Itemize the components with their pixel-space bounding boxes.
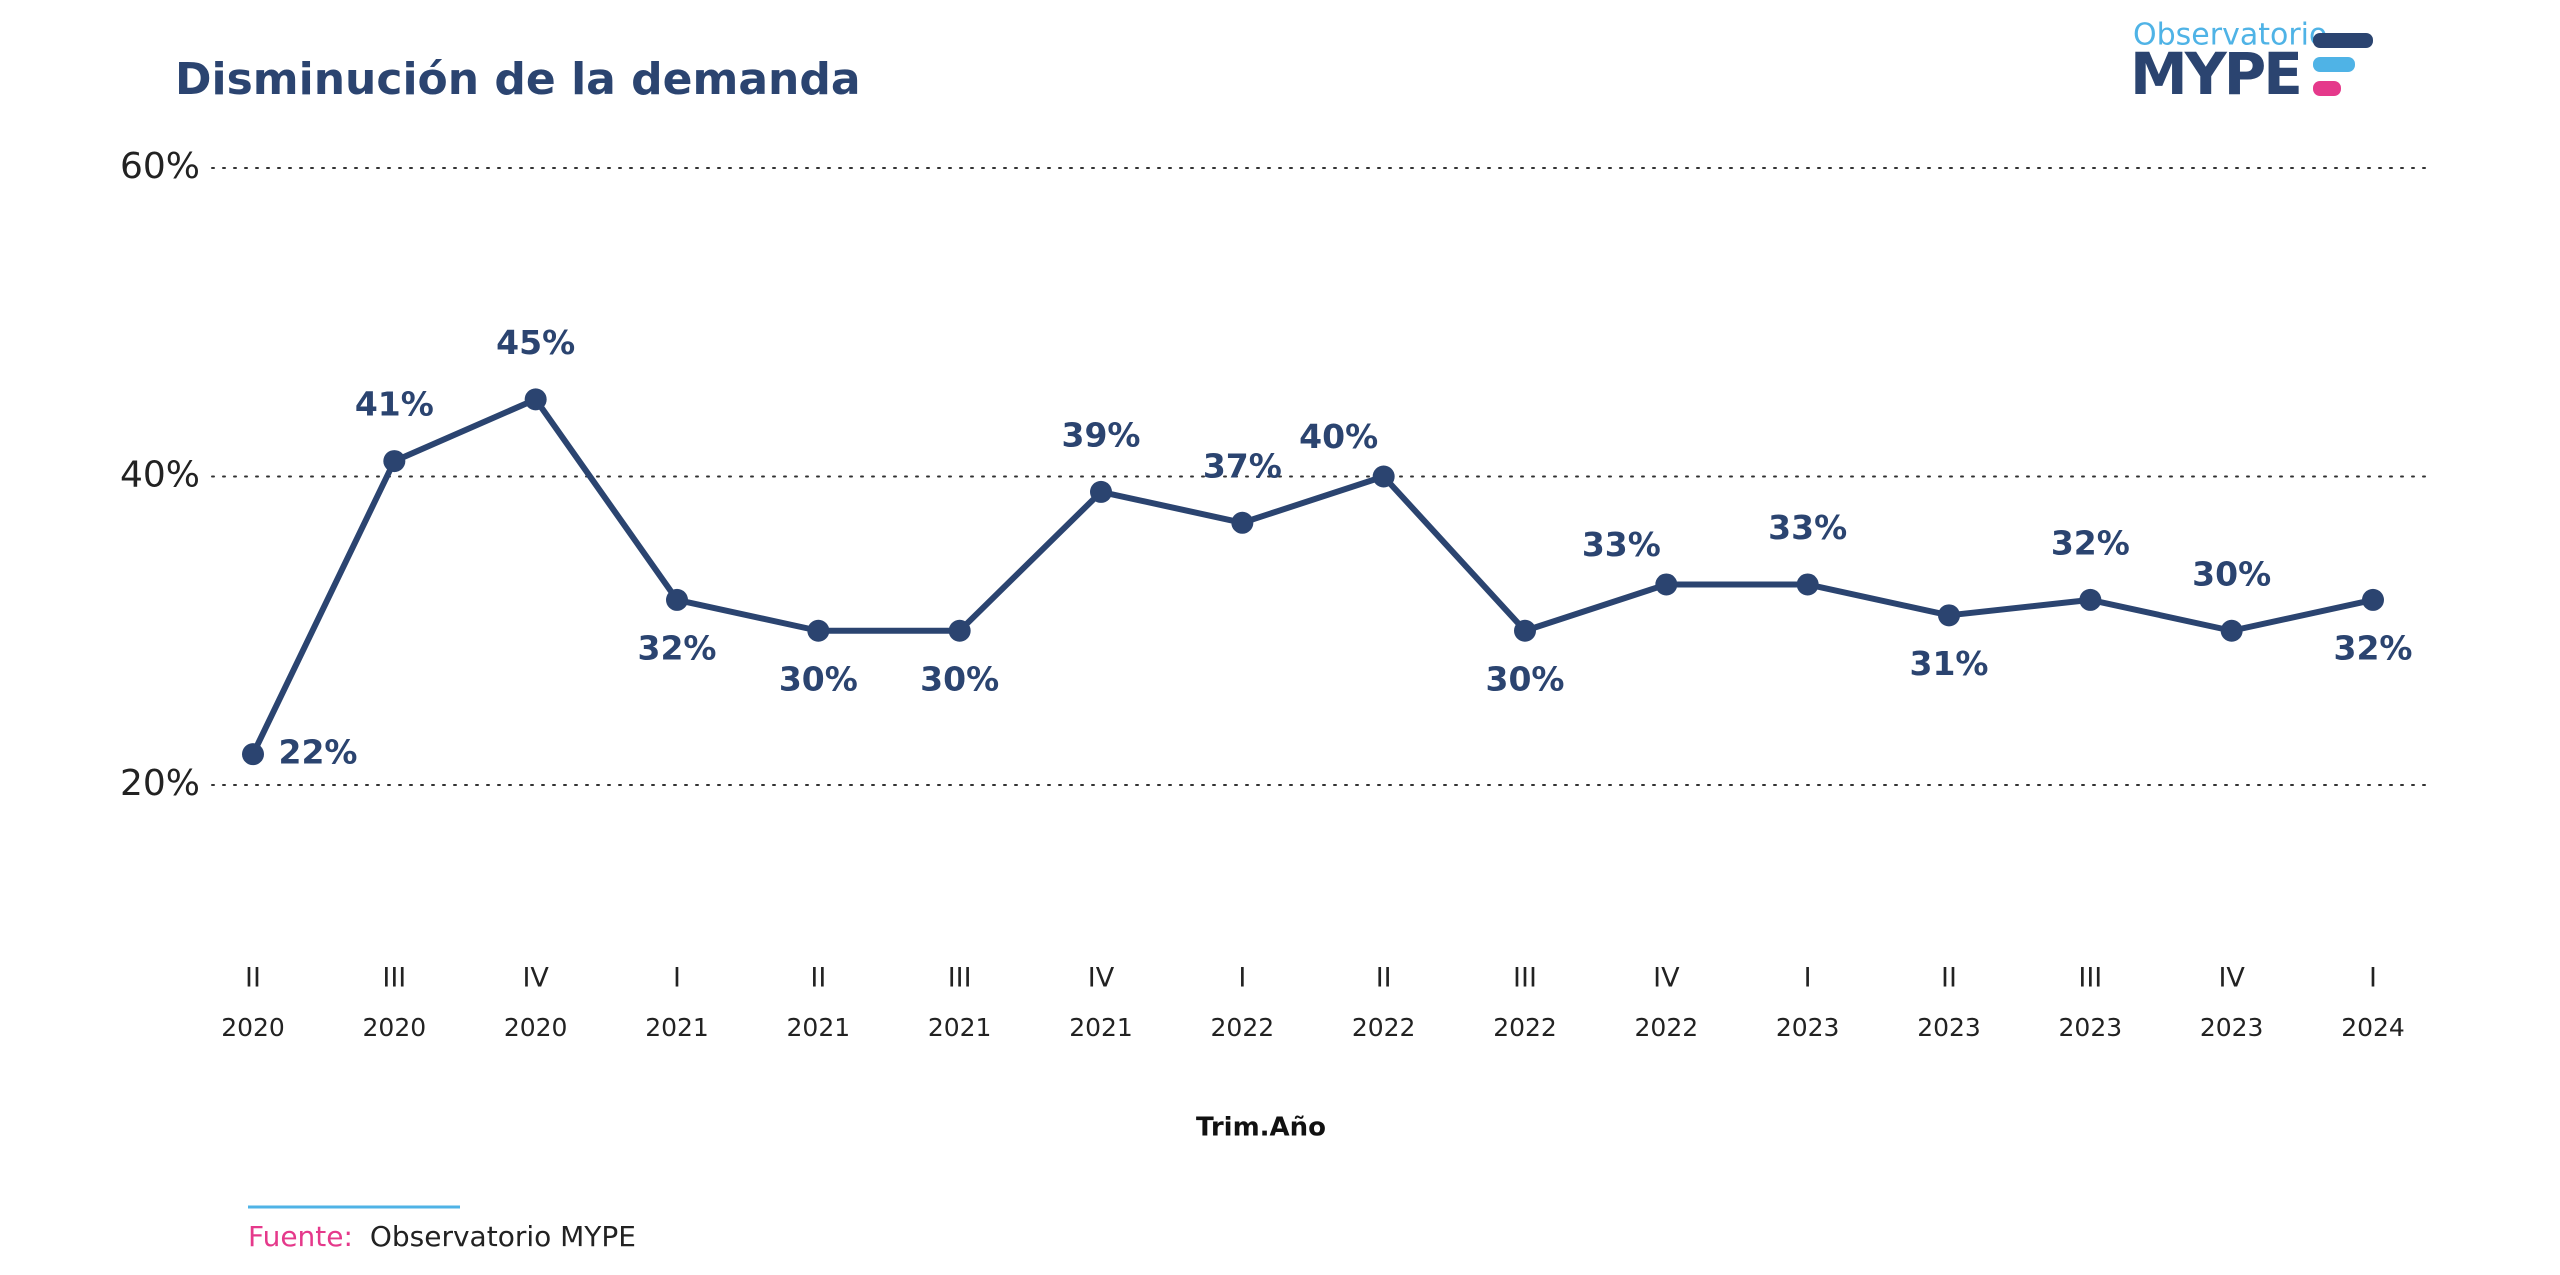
x-tick-label: IV: [522, 963, 549, 994]
data-label: 37%: [1203, 446, 1282, 485]
x-tick-label: III: [948, 963, 972, 994]
source-label: Fuente:: [248, 1220, 353, 1253]
y-tick-label: 40%: [120, 455, 200, 496]
data-point: [2079, 588, 2102, 611]
x-tick-label: 2023: [2200, 1013, 2264, 1042]
data-label: 33%: [1582, 525, 1661, 564]
data-point: [1796, 573, 1819, 596]
x-axis-title: Trim.Año: [1196, 1113, 1326, 1143]
data-point: [1372, 465, 1395, 488]
data-label: 41%: [355, 385, 434, 424]
data-point: [1655, 573, 1678, 596]
data-point: [807, 619, 830, 642]
x-tick-label: 2020: [504, 1013, 568, 1042]
data-point: [1514, 619, 1536, 642]
x-tick-label: 2022: [1493, 1013, 1557, 1042]
x-tick-label: 2022: [1635, 1013, 1699, 1042]
x-tick-label: 2022: [1211, 1013, 1275, 1042]
data-label: 32%: [638, 628, 717, 667]
chart-title: Disminución de la demanda: [175, 54, 861, 105]
source: Fuente: Observatorio MYPE: [248, 1220, 636, 1253]
x-tick-label: IV: [1653, 963, 1680, 994]
data-label: 32%: [2334, 628, 2413, 667]
x-tick-label: IV: [2218, 963, 2245, 994]
x-tick-label: I: [2369, 963, 2377, 994]
x-tick-label: 2020: [221, 1013, 285, 1042]
x-tick-label: 2023: [1776, 1013, 1840, 1042]
x-tick-label: II: [245, 963, 261, 994]
data-point: [948, 619, 971, 642]
data-label: 30%: [1486, 659, 1565, 698]
x-tick-label: 2021: [1069, 1013, 1133, 1042]
x-tick-label: 2023: [1917, 1013, 1981, 1042]
logo-bar: [2313, 81, 2341, 96]
data-label: 39%: [1062, 415, 1141, 454]
x-tick-label: 2020: [363, 1013, 427, 1042]
data-point: [1938, 604, 1960, 627]
logo-top: Observatorio: [2133, 18, 2327, 53]
x-tick-label: 2021: [645, 1013, 709, 1042]
x-tick-label: 2022: [1352, 1013, 1416, 1042]
x-tick-label: II: [1376, 963, 1392, 994]
data-point: [666, 588, 688, 611]
data-label: 32%: [2051, 523, 2130, 562]
data-label: 40%: [1299, 417, 1378, 456]
data-label: 33%: [1768, 508, 1847, 547]
x-tick-label: 2023: [2059, 1013, 2123, 1042]
x-tick-label: III: [1513, 963, 1537, 994]
y-tick-label: 20%: [120, 763, 200, 804]
x-tick-label: III: [382, 963, 406, 994]
x-tick-label: I: [1804, 963, 1812, 994]
data-label: 22%: [279, 733, 358, 772]
data-point: [242, 743, 264, 766]
data-line: [250, 396, 2374, 756]
x-tick-label: II: [810, 963, 826, 994]
logo: Observatorio MYPE: [2130, 18, 2373, 108]
x-tick-label: II: [1941, 963, 1957, 994]
data-label: 45%: [496, 323, 575, 362]
logo-bar: [2313, 57, 2355, 72]
data-label: 30%: [920, 659, 999, 698]
x-tick-label: IV: [1088, 963, 1115, 994]
logo-bar: [2313, 33, 2373, 48]
x-tick-label: III: [2078, 963, 2102, 994]
data-label: 30%: [2192, 554, 2271, 593]
data-point: [2220, 619, 2243, 642]
data-point: [383, 450, 406, 473]
data-label: 31%: [1910, 644, 1989, 683]
source-text: Observatorio MYPE: [370, 1220, 636, 1253]
x-tick-label: I: [673, 963, 681, 994]
y-tick-label: 60%: [120, 146, 200, 187]
data-point: [1231, 511, 1254, 534]
x-tick-label: I: [1238, 963, 1246, 994]
x-tick-label: 2021: [787, 1013, 851, 1042]
logo-main: MYPE: [2130, 40, 2300, 108]
data-point: [1090, 480, 1112, 503]
data-label: 30%: [779, 659, 858, 698]
data-point: [2362, 588, 2384, 611]
data-point: [524, 388, 547, 411]
x-tick-label: 2021: [928, 1013, 992, 1042]
x-tick-label: 2024: [2341, 1013, 2405, 1042]
